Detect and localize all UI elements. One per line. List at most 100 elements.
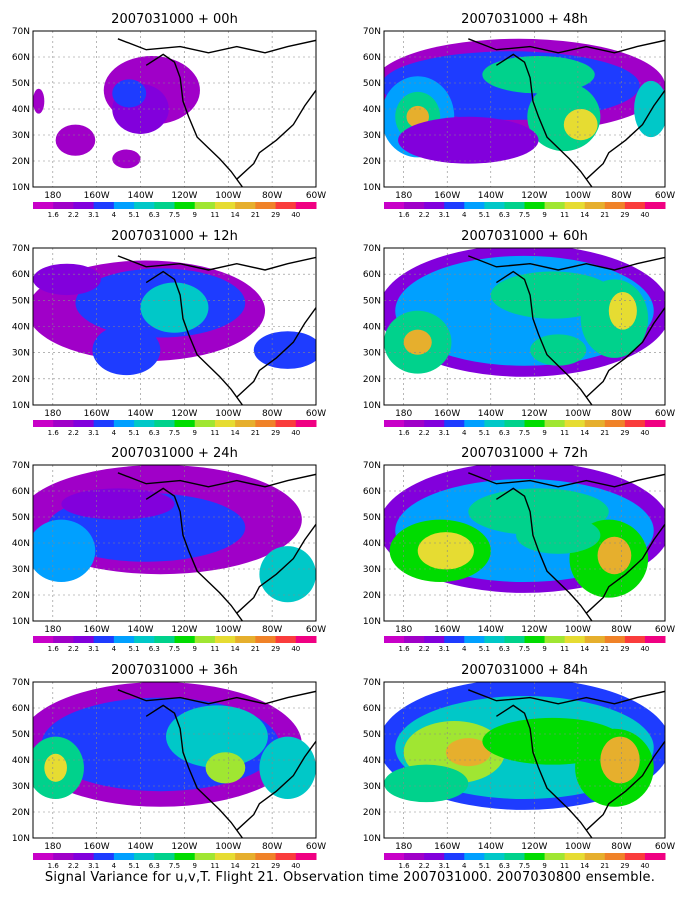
colorbar-label: 11 — [210, 429, 219, 437]
colorbar-label: 21 — [251, 862, 260, 870]
lon-tick-label: 80W — [262, 409, 282, 419]
lat-tick-label: 10N — [363, 401, 381, 411]
colorbar-label: 14 — [580, 429, 589, 437]
lon-tick-label: 120W — [521, 409, 547, 419]
variance-contour — [44, 753, 67, 782]
colorbar-label: 9 — [192, 645, 196, 653]
colorbar-label: 11 — [210, 211, 219, 219]
lat-tick-label: 30N — [12, 782, 30, 792]
lat-tick-label: 70N — [12, 678, 30, 688]
lat-tick-label: 30N — [12, 565, 30, 575]
colorbar-label: 4 — [462, 429, 467, 437]
panel-title: 2007031000 + 48h — [461, 12, 588, 27]
colorbar-label: 3.1 — [439, 429, 450, 437]
colorbar-swatch — [53, 420, 74, 427]
colorbar-swatch — [73, 420, 95, 427]
colorbar-swatch — [154, 420, 175, 427]
coastline — [468, 690, 665, 704]
colorbar-label: 2.2 — [419, 211, 430, 219]
map-panel: 2007031000 + 36h 10N 20N 30N 40N 50N 60N 70N 180… — [12, 663, 326, 870]
colorbar-label: 40 — [291, 862, 300, 870]
colorbar-swatch — [584, 420, 606, 427]
lat-tick-label: 20N — [363, 157, 381, 167]
colorbar-swatch — [544, 202, 566, 209]
colorbar-swatch — [194, 853, 216, 860]
lon-tick-label: 160W — [84, 842, 110, 852]
coastline — [496, 272, 592, 405]
colorbar-swatch — [504, 853, 525, 860]
colorbar-label: 6.3 — [499, 645, 510, 653]
lon-tick-label: 100W — [215, 409, 241, 419]
colorbar-swatch — [564, 202, 586, 209]
colorbar-swatch — [295, 853, 317, 860]
variance-contour — [516, 516, 601, 554]
colorbar-swatch — [564, 853, 586, 860]
lon-tick-label: 60W — [306, 842, 326, 852]
colorbar-swatch — [73, 202, 95, 209]
colorbar-swatch — [113, 202, 135, 209]
variance-contour — [445, 738, 491, 767]
coastline — [468, 39, 665, 53]
colorbar-swatch — [53, 202, 74, 209]
colorbar-label: 14 — [231, 211, 240, 219]
colorbar-label: 2.2 — [419, 645, 430, 653]
colorbar-swatch — [484, 420, 505, 427]
colorbar-label: 40 — [640, 429, 649, 437]
colorbar-swatch — [235, 853, 256, 860]
lon-tick-label: 60W — [655, 191, 675, 201]
panel-title: 2007031000 + 84h — [461, 663, 588, 678]
lat-tick-label: 20N — [12, 591, 30, 601]
colorbar-swatch — [524, 202, 546, 209]
lat-tick-label: 70N — [12, 461, 30, 471]
colorbar-label: 29 — [271, 862, 280, 870]
colorbar-label: 5.1 — [479, 862, 490, 870]
coastline — [118, 256, 316, 270]
lon-tick-label: 80W — [611, 191, 631, 201]
colorbar-swatch — [404, 853, 425, 860]
coastline — [237, 308, 316, 397]
variance-contour — [92, 324, 161, 376]
panel-title: 2007031000 + 72h — [461, 446, 588, 461]
lon-tick-label: 100W — [565, 409, 591, 419]
colorbar-label: 2.2 — [419, 862, 430, 870]
colorbar-label: 11 — [560, 862, 569, 870]
colorbar-swatch — [644, 636, 666, 643]
lon-tick-label: 180 — [395, 842, 412, 852]
colorbar-swatch — [194, 202, 216, 209]
lon-tick-label: 120W — [171, 625, 197, 635]
colorbar-swatch — [154, 202, 175, 209]
colorbar-swatch — [504, 636, 525, 643]
colorbar-swatch — [644, 853, 666, 860]
colorbar-swatch — [384, 636, 405, 643]
colorbar-swatch — [214, 202, 236, 209]
colorbar-label: 3.1 — [439, 645, 450, 653]
colorbar-label: 11 — [210, 645, 219, 653]
colorbar-swatch — [134, 636, 155, 643]
colorbar-swatch — [384, 420, 405, 427]
colorbar-swatch — [444, 853, 465, 860]
lon-tick-label: 60W — [655, 625, 675, 635]
lat-tick-label: 70N — [363, 678, 381, 688]
colorbar-label: 2.2 — [68, 211, 79, 219]
lon-tick-label: 80W — [262, 625, 282, 635]
lon-tick-label: 160W — [84, 191, 110, 201]
colorbar-label: 4 — [462, 862, 467, 870]
coastline — [146, 488, 242, 621]
variance-contour — [166, 705, 268, 768]
lon-tick-label: 100W — [565, 625, 591, 635]
lon-tick-label: 140W — [478, 625, 504, 635]
variance-contour — [112, 79, 147, 108]
colorbar-label: 21 — [600, 211, 609, 219]
lat-tick-label: 60N — [12, 270, 30, 280]
lat-tick-label: 20N — [12, 157, 30, 167]
colorbar-label: 1.6 — [48, 862, 60, 870]
colorbar-swatch — [524, 636, 546, 643]
coastline — [586, 741, 665, 830]
lat-tick-label: 70N — [363, 461, 381, 471]
lat-tick-label: 30N — [12, 349, 30, 359]
colorbar-swatch — [584, 202, 606, 209]
colorbar-label: 29 — [620, 211, 629, 219]
colorbar-label: 21 — [600, 862, 609, 870]
colorbar-label: 6.3 — [149, 211, 160, 219]
